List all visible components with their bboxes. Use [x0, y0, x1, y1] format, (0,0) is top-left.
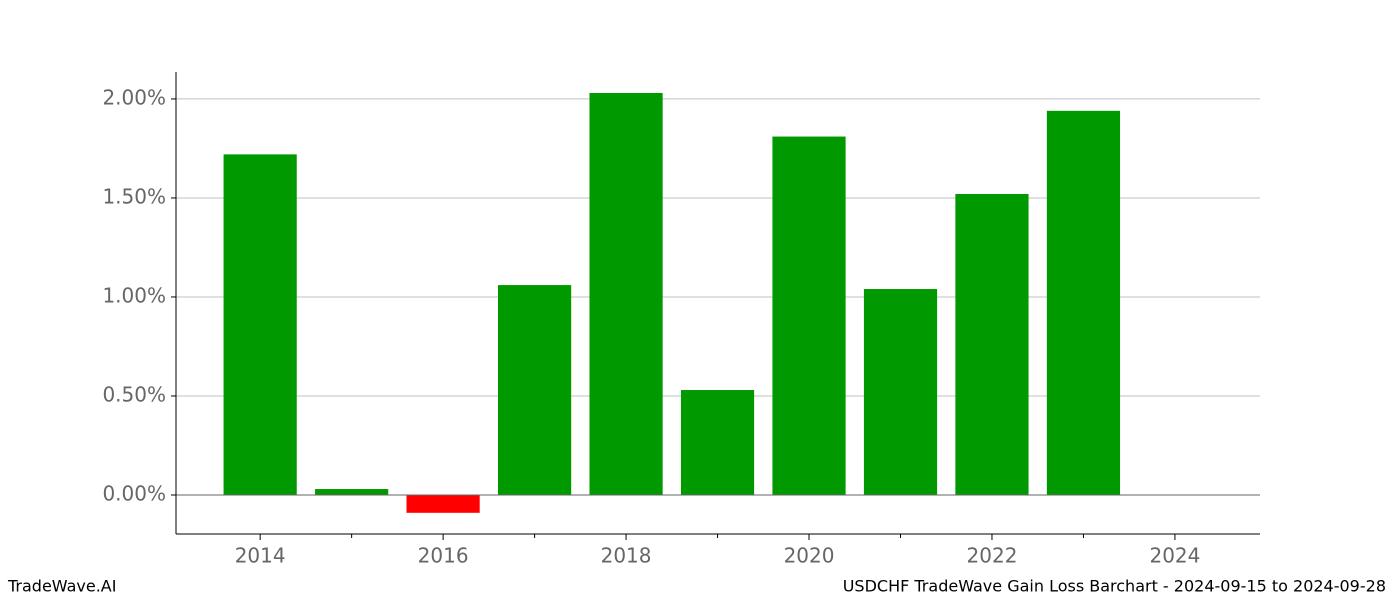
y-tick-label: 1.50%	[102, 184, 166, 208]
x-tick-label: 2022	[967, 544, 1018, 568]
bar	[955, 193, 1029, 495]
x-tick-label: 2014	[235, 544, 286, 568]
y-tick-label: 0.00%	[102, 481, 166, 505]
bar	[863, 289, 938, 495]
y-tick-label: 2.00%	[102, 85, 166, 109]
bar	[497, 285, 572, 495]
bar	[315, 489, 389, 495]
bar	[1046, 110, 1121, 495]
bar	[406, 494, 480, 513]
x-tick-label: 2016	[418, 544, 469, 568]
chart-title: USDCHF TradeWave Gain Loss Barchart - 20…	[843, 577, 1386, 596]
y-tick-label: 1.00%	[102, 283, 166, 307]
x-tick-label: 2020	[784, 544, 835, 568]
bar	[223, 154, 297, 495]
x-tick-label: 2018	[601, 544, 652, 568]
bar	[772, 136, 846, 495]
brand: TradeWave.AI	[7, 577, 116, 596]
bar	[589, 92, 663, 495]
x-tick-label: 2024	[1149, 544, 1200, 568]
y-tick-label: 0.50%	[102, 382, 166, 406]
bar	[680, 390, 755, 495]
